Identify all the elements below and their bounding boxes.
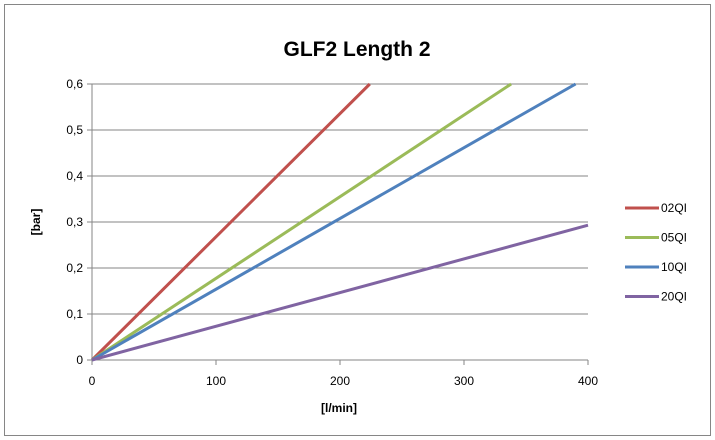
legend-label-10qi: 10QI bbox=[661, 260, 687, 274]
x-tick-label-2: 200 bbox=[330, 374, 350, 388]
axes bbox=[87, 83, 589, 365]
chart-title: GLF2 Length 2 bbox=[284, 38, 431, 61]
y-tick-label-1: 0,1 bbox=[66, 307, 83, 321]
legend-label-02qi: 02QI bbox=[661, 201, 687, 215]
legend-label-20qi: 20QI bbox=[661, 290, 687, 304]
legend: 02QI 05QI 10QI 20QI bbox=[625, 201, 687, 304]
y-tick-label-4: 0,4 bbox=[66, 169, 83, 183]
series-line-05qi bbox=[91, 82, 512, 362]
y-tick-label-2: 0,2 bbox=[66, 261, 83, 275]
tick-labels: 0 0,1 0,2 0,3 0,4 0,5 0,6 0 100 200 300 400 bbox=[66, 77, 598, 388]
series-line-20qi bbox=[91, 223, 589, 362]
series-line-10qi bbox=[91, 82, 577, 362]
x-axis-label: [l/min] bbox=[321, 401, 357, 415]
x-tick-label-1: 100 bbox=[206, 374, 226, 388]
y-tick-label-6: 0,6 bbox=[66, 77, 83, 91]
y-tick-label-5: 0,5 bbox=[66, 123, 83, 137]
series-line-02qi bbox=[90, 82, 371, 362]
y-axis-label: [bar] bbox=[29, 209, 43, 236]
x-tick-label-4: 400 bbox=[578, 374, 598, 388]
x-tick-label-3: 300 bbox=[454, 374, 474, 388]
legend-label-05qi: 05QI bbox=[661, 231, 687, 245]
series-lines bbox=[90, 82, 589, 362]
y-tick-label-3: 0,3 bbox=[66, 215, 83, 229]
chart-border bbox=[4, 4, 711, 436]
gridlines bbox=[92, 83, 588, 315]
x-tick-label-0: 0 bbox=[89, 374, 96, 388]
y-tick-label-0: 0 bbox=[76, 353, 83, 367]
